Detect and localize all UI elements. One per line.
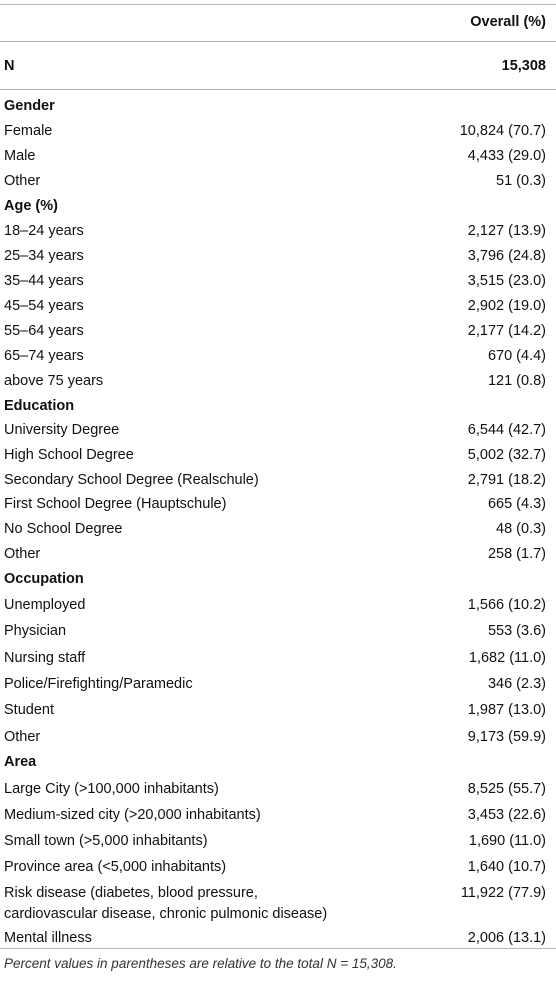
row-value: 6,544 (42.7) <box>467 422 546 438</box>
row-label: No School Degree <box>4 521 123 537</box>
n-value: 15,308 <box>501 58 546 74</box>
row-value: 5,002 (32.7) <box>467 447 546 463</box>
row-label: Small town (>5,000 inhabitants) <box>4 833 208 849</box>
header-rule <box>0 41 556 42</box>
row-value: 9,173 (59.9) <box>467 729 546 745</box>
row-value: 665 (4.3) <box>487 496 546 512</box>
row-value: 8,525 (55.7) <box>467 781 546 797</box>
row-label: Physician <box>4 623 67 639</box>
row-value: 1,987 (13.0) <box>467 702 546 718</box>
row-value: 3,796 (24.8) <box>467 248 546 264</box>
column-header-overall: Overall (%) <box>470 14 546 30</box>
row-value: 3,515 (23.0) <box>467 273 546 289</box>
row-label: 65–74 years <box>4 348 84 364</box>
row-value: 1,566 (10.2) <box>467 597 546 613</box>
table-bottom-rule <box>0 948 556 949</box>
row-label: Large City (>100,000 inhabitants) <box>4 781 219 797</box>
section-title: Gender <box>4 98 55 114</box>
row-value: 2,902 (19.0) <box>467 298 546 314</box>
row-value: 670 (4.4) <box>487 348 546 364</box>
row-value: 11,922 (77.9) <box>460 885 546 901</box>
row-label: Province area (<5,000 inhabitants) <box>4 859 227 875</box>
row-value: 1,682 (11.0) <box>468 650 546 666</box>
table-top-rule <box>0 4 556 5</box>
row-value: 346 (2.3) <box>487 676 546 692</box>
row-label: Other <box>4 546 41 562</box>
row-value: 51 (0.3) <box>496 173 546 189</box>
row-label: Mental illness <box>4 930 92 946</box>
section-title: Education <box>4 398 75 414</box>
row-label: Male <box>4 148 36 164</box>
table-footnote: Percent values in parentheses are relati… <box>4 956 397 971</box>
footnote-formula: N = 15,308 <box>326 956 394 971</box>
row-value: 2,006 (13.1) <box>467 930 546 946</box>
section-title: Age (%) <box>4 198 58 214</box>
footnote-end: . <box>393 956 397 971</box>
row-label: First School Degree (Hauptschule) <box>4 496 227 512</box>
row-value: 2,127 (13.9) <box>467 223 546 239</box>
row-label: University Degree <box>4 422 120 438</box>
n-label: N <box>4 58 15 74</box>
row-label: Female <box>4 123 53 139</box>
row-label: 55–64 years <box>4 323 84 339</box>
row-value: 553 (3.6) <box>487 623 546 639</box>
row-label: 18–24 years <box>4 223 84 239</box>
row-label: 45–54 years <box>4 298 84 314</box>
row-label: above 75 years <box>4 373 104 389</box>
section-title: Occupation <box>4 571 84 587</box>
row-value: 3,453 (22.6) <box>467 807 546 823</box>
row-label: Secondary School Degree (Realschule) <box>4 472 259 488</box>
row-value: 1,690 (11.0) <box>468 833 546 849</box>
row-value: 2,791 (18.2) <box>467 472 546 488</box>
n-rule <box>0 89 556 90</box>
row-label: Medium-sized city (>20,000 inhabitants) <box>4 807 261 823</box>
row-label: High School Degree <box>4 447 134 463</box>
row-label: Risk disease (diabetes, blood pressure, … <box>4 885 328 922</box>
row-label: Police/Firefighting/Paramedic <box>4 676 193 692</box>
row-value: 1,640 (10.7) <box>467 859 546 875</box>
row-value: 258 (1.7) <box>487 546 546 562</box>
row-label: Unemployed <box>4 597 86 613</box>
row-label: Other <box>4 729 41 745</box>
row-value: 10,824 (70.7) <box>459 123 546 139</box>
row-value: 121 (0.8) <box>487 373 546 389</box>
row-value: 2,177 (14.2) <box>467 323 546 339</box>
row-label: 35–44 years <box>4 273 84 289</box>
section-title: Area <box>4 754 37 770</box>
row-value: 48 (0.3) <box>496 521 546 537</box>
row-label: Other <box>4 173 41 189</box>
row-label: 25–34 years <box>4 248 84 264</box>
row-value: 4,433 (29.0) <box>467 148 546 164</box>
footnote-text: Percent values in parentheses are relati… <box>4 956 327 971</box>
row-label: Student <box>4 702 54 718</box>
row-label: Nursing staff <box>4 650 86 666</box>
